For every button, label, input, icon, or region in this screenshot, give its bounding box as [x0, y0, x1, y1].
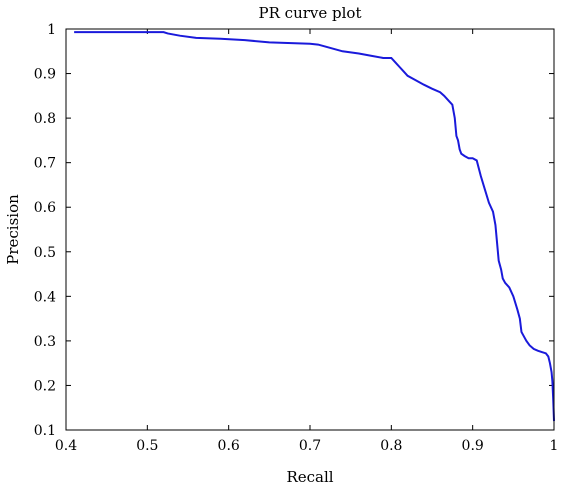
- y-tick-label: 0.8: [34, 111, 56, 127]
- y-tick-label: 0.2: [34, 378, 56, 394]
- x-tick-label: 0.9: [462, 438, 484, 454]
- y-axis-label: Precision: [4, 194, 22, 265]
- x-tick-label: 1: [550, 438, 559, 454]
- y-tick-label: 0.9: [34, 67, 56, 83]
- x-tick-label: 0.4: [55, 438, 77, 454]
- ticks-layer: 0.4 0.5 0.6 0.7 0.8 0.9 1 0.1 0.2 0.3 0.4 0.5 0.6 0.7…: [34, 22, 559, 454]
- y-tick-label: 0.7: [34, 156, 56, 172]
- x-axis-label: Recall: [286, 468, 333, 486]
- y-tick-label: 0.6: [34, 200, 56, 216]
- plot-frame: [65, 28, 555, 431]
- x-tick-label: 0.7: [299, 438, 321, 454]
- chart-title: PR curve plot: [259, 4, 362, 22]
- y-tick-label: 1: [47, 22, 56, 38]
- y-tick-label: 0.3: [34, 334, 56, 350]
- y-tick-label: 0.4: [34, 289, 56, 305]
- x-tick-label: 0.6: [218, 438, 240, 454]
- y-tick-label: 0.5: [34, 245, 56, 261]
- x-tick-label: 0.8: [380, 438, 402, 454]
- series-line: [74, 31, 555, 422]
- y-tick-label: 0.1: [34, 423, 56, 439]
- x-tick-label: 0.5: [136, 438, 158, 454]
